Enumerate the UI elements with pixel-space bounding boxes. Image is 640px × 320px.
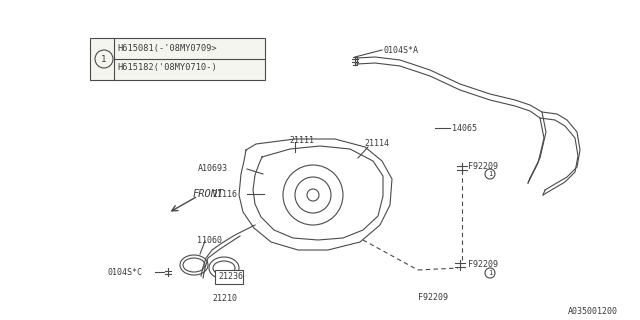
Text: 1: 1	[101, 54, 107, 63]
Text: 14065: 14065	[452, 124, 477, 133]
Text: 21111: 21111	[289, 136, 314, 145]
Text: 0104S*A: 0104S*A	[383, 46, 418, 55]
Text: 1: 1	[488, 270, 492, 276]
Text: 11060: 11060	[197, 236, 222, 245]
Text: F92209: F92209	[468, 260, 498, 269]
Text: A035001200: A035001200	[568, 307, 618, 316]
Text: 21114: 21114	[364, 139, 389, 148]
FancyBboxPatch shape	[215, 270, 243, 284]
Text: 1: 1	[488, 171, 492, 177]
Text: 21236: 21236	[218, 272, 243, 281]
Text: FRONT: FRONT	[193, 189, 224, 199]
Text: 21116: 21116	[212, 190, 237, 199]
Text: H615182('08MY0710-): H615182('08MY0710-)	[117, 63, 217, 72]
Text: F92209: F92209	[418, 293, 448, 302]
Text: F92209: F92209	[468, 162, 498, 171]
Text: 0104S*C: 0104S*C	[108, 268, 143, 277]
Text: A10693: A10693	[198, 164, 228, 173]
Text: 21210: 21210	[212, 294, 237, 303]
Text: H615081(-'08MY0709>: H615081(-'08MY0709>	[117, 44, 217, 53]
FancyBboxPatch shape	[90, 38, 265, 80]
